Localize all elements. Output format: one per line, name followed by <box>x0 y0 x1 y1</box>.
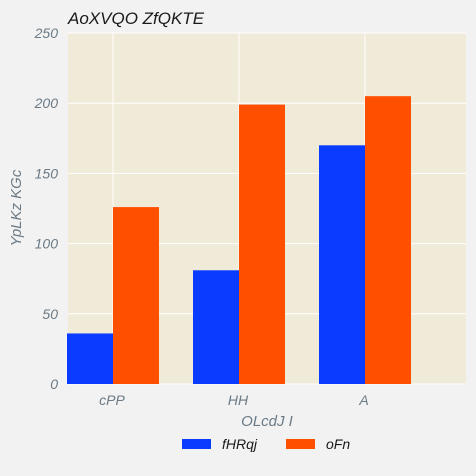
x-tick-labels: cPP HH A <box>99 392 369 408</box>
legend-label-fHRqj: fHRqj <box>222 436 258 452</box>
y-tick-label: 0 <box>50 376 58 392</box>
bar-oFn-A <box>365 96 411 385</box>
y-tick-label: 100 <box>35 236 59 252</box>
y-tick-label: 50 <box>42 306 58 322</box>
y-tick-label: 250 <box>34 25 59 41</box>
bar-oFn-HH <box>239 104 285 384</box>
legend-label-oFn: oFn <box>326 436 350 452</box>
x-tick-label: cPP <box>99 392 125 408</box>
y-tick-labels: 0 50 100 150 200 250 <box>34 25 59 392</box>
bar-fHRqj-cPP <box>67 333 113 384</box>
chart-title: AoXVQO ZfQKTE <box>67 9 205 28</box>
legend: fHRqj oFn <box>182 436 350 452</box>
bar-oFn-cPP <box>113 207 159 384</box>
bar-group <box>67 96 411 385</box>
y-tick-label: 200 <box>34 95 59 111</box>
legend-swatch-oFn <box>286 439 315 449</box>
x-axis-label: OLcdJ I <box>241 413 293 430</box>
y-tick-label: 150 <box>35 165 59 181</box>
x-tick-label: HH <box>228 392 249 408</box>
bar-fHRqj-HH <box>193 270 239 384</box>
bar-fHRqj-A <box>319 145 365 384</box>
legend-swatch-fHRqj <box>182 439 211 449</box>
y-axis-label: YpLKz KGc <box>8 169 25 246</box>
x-tick-label: A <box>358 392 368 408</box>
